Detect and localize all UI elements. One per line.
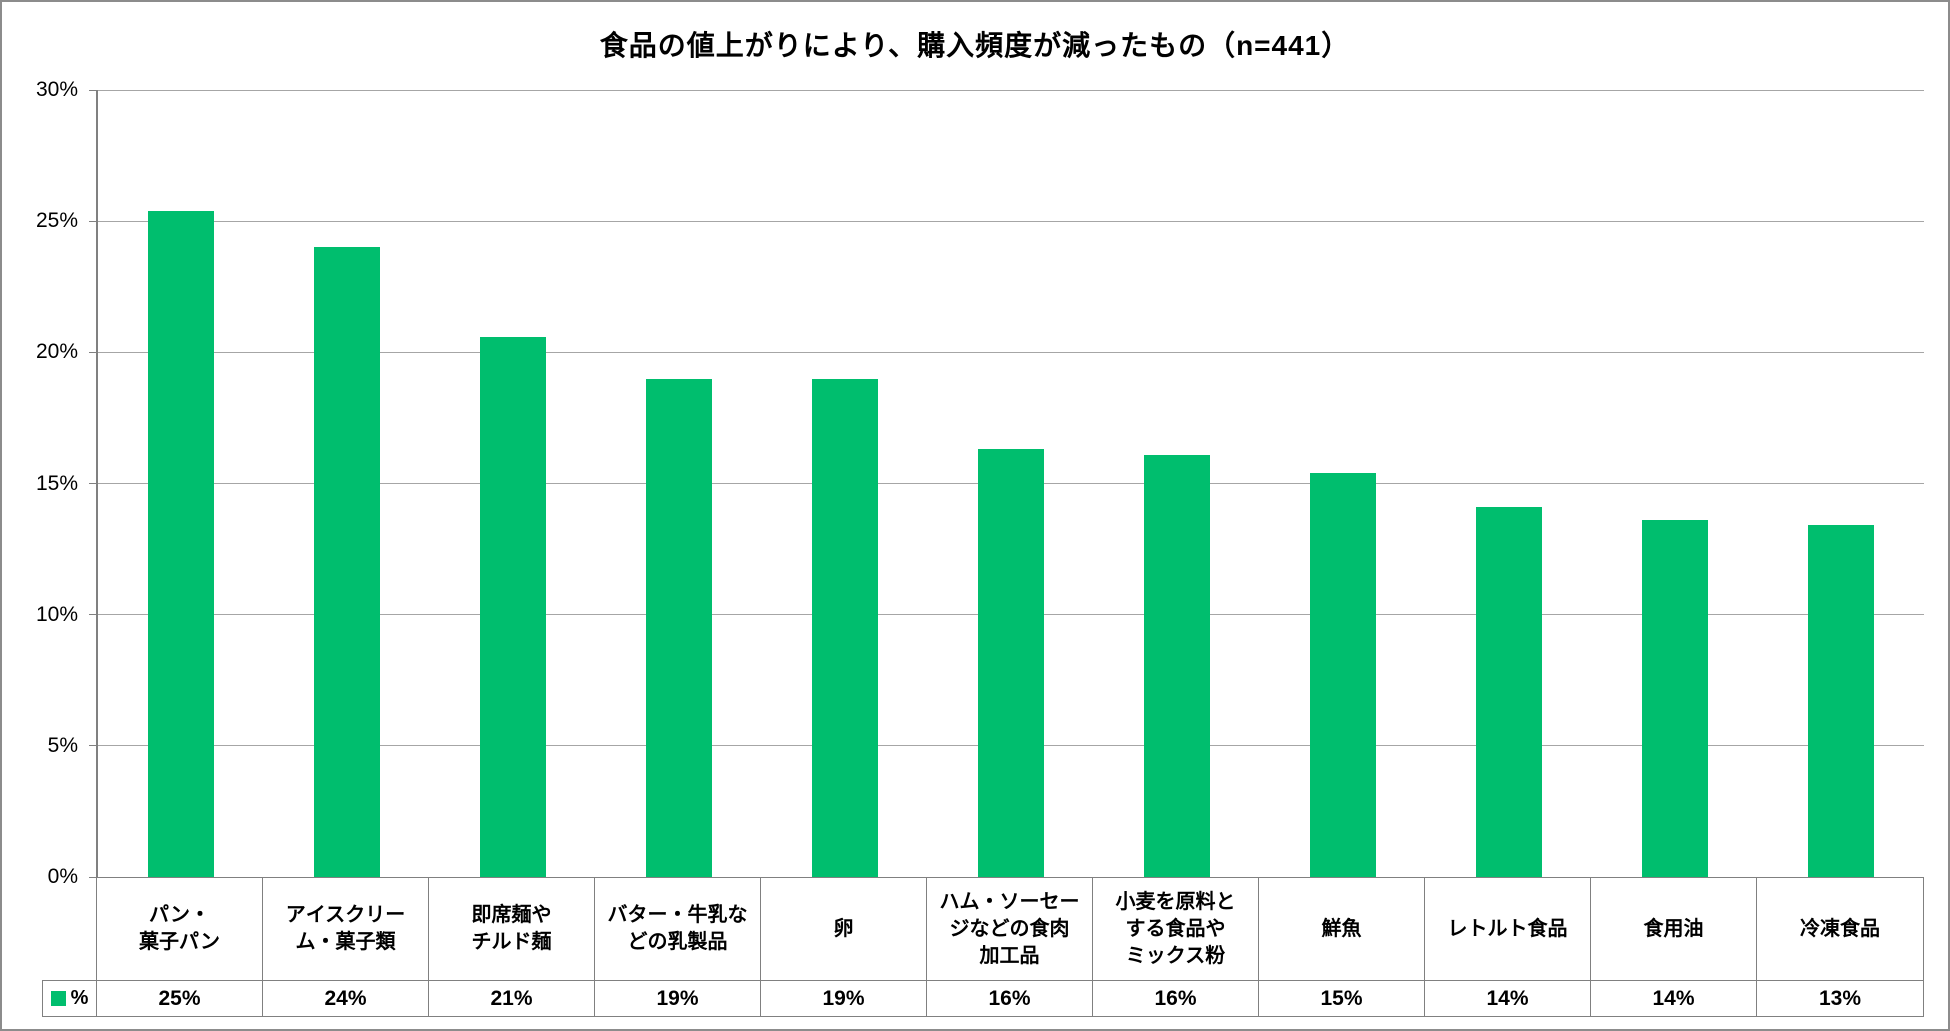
bar-5 <box>811 378 879 877</box>
category-cell: 即席麺や チルド麺 <box>429 878 595 980</box>
category-cell-line: 小麦を原料と <box>1115 890 1236 913</box>
y-axis-tick-label: 15% <box>35 471 78 495</box>
y-axis-tick-label: 0% <box>47 865 78 888</box>
category-cell: 卵 <box>761 878 927 980</box>
legend-swatch-icon <box>50 991 66 1006</box>
category-cell-line: パン・ <box>149 904 210 926</box>
legend-series-label: % <box>70 987 89 1009</box>
y-axis-tick-mark <box>89 614 97 616</box>
chart-title: 食品の値上がりにより、購入頻度が減ったもの（n=441） <box>599 30 1351 61</box>
bar-3 <box>479 336 547 877</box>
y-axis-tick-mark <box>89 483 97 484</box>
category-cell-line: 加工品 <box>979 944 1040 967</box>
category-cell-line: アイスクリー <box>285 904 406 926</box>
value-cell: 25% <box>97 981 263 1016</box>
category-cell-line: バター・牛乳な <box>607 904 748 926</box>
value-cell: 19% <box>595 981 761 1016</box>
value-cell: 13% <box>1818 986 1862 1010</box>
category-cell: アイスクリー ム・菓子類 <box>263 878 429 980</box>
data-table-row: % 25% 24% 21% 19% 19% 16% 16% 15% 14% 14% 13% <box>42 980 1924 1017</box>
plot-area <box>96 89 1924 877</box>
y-axis-tick-label: 10% <box>35 602 78 626</box>
y-axis-tick-mark <box>89 89 97 91</box>
category-axis-table: パン・ 菓子パン アイスクリー ム・菓子類 即席麺や チルド麺 バター・牛乳な どの乳製品卵ハ… <box>96 877 1924 980</box>
category-cell-line: チルド麺 <box>471 931 552 953</box>
y-axis-tick-mark <box>89 220 97 222</box>
bar-6 <box>977 449 1045 877</box>
category-cell-line: 冷凍食品 <box>1800 917 1880 940</box>
y-axis-tick-label: 25% <box>35 209 78 233</box>
category-cell-line: 卵 <box>833 917 854 940</box>
value-cell: 21% <box>429 981 595 1016</box>
category-cell-line: 即席麺や <box>471 904 552 926</box>
category-cell-line: ミックス粉 <box>1125 944 1226 967</box>
category-cell-line: ジなどの食肉 <box>949 917 1070 940</box>
category-cell: 食用油 <box>1591 878 1757 980</box>
value-cell: 16% <box>927 981 1093 1016</box>
gridline <box>98 89 1924 91</box>
category-cell-line: 食用油 <box>1643 917 1704 940</box>
bar-11 <box>1807 525 1875 877</box>
bar-2 <box>313 247 381 877</box>
category-cell-line: する食品や <box>1125 917 1226 940</box>
bar-1 <box>147 210 215 877</box>
category-cell: ハム・ソーセー ジなどの食肉 加工品 <box>927 878 1093 980</box>
value-cell: 24% <box>263 981 429 1016</box>
category-cell-line: 菓子パン <box>139 931 220 953</box>
bar-7 <box>1143 454 1211 877</box>
category-cell-line: どの乳製品 <box>627 931 728 953</box>
value-cell: 16% <box>1093 981 1259 1016</box>
bar-8 <box>1309 473 1377 877</box>
category-cell: 小麦を原料と する食品やミックス粉 <box>1093 878 1259 980</box>
category-cell: 鮮魚 <box>1259 878 1425 980</box>
y-axis-tick-mark <box>89 351 97 353</box>
value-cell: 14% <box>1425 981 1591 1016</box>
category-cell: 冷凍食品 <box>1757 878 1923 980</box>
bar-9 <box>1475 507 1543 877</box>
category-cell-line: ハム・ソーセー <box>939 890 1080 913</box>
gridline <box>98 220 1924 222</box>
category-cell: バター・牛乳な どの乳製品 <box>595 878 761 980</box>
bar-4 <box>645 378 713 877</box>
y-axis-tick-label: 20% <box>35 340 78 364</box>
category-cell: パン・ 菓子パン <box>97 878 263 980</box>
category-cell-line: 鮮魚 <box>1321 917 1362 940</box>
gridline <box>98 351 1924 353</box>
legend: % <box>43 981 97 1016</box>
category-cell-line: ム・菓子類 <box>295 931 396 953</box>
value-cell: 15% <box>1259 981 1425 1016</box>
value-cell: 14% <box>1591 981 1757 1016</box>
y-axis-tick-mark <box>89 745 97 747</box>
y-axis-tick-label: 5% <box>47 733 78 757</box>
y-axis: 30% 25% 20% 15% 10% 5% 0% <box>2 78 97 888</box>
y-axis-tick-mark <box>89 876 97 878</box>
category-cell-line: レトルト食品 <box>1447 917 1568 940</box>
y-axis-tick-label: 30% <box>35 78 78 101</box>
value-cell: 19% <box>761 981 927 1016</box>
bar-10 <box>1641 520 1709 877</box>
category-cell: レトルト食品 <box>1425 878 1591 980</box>
